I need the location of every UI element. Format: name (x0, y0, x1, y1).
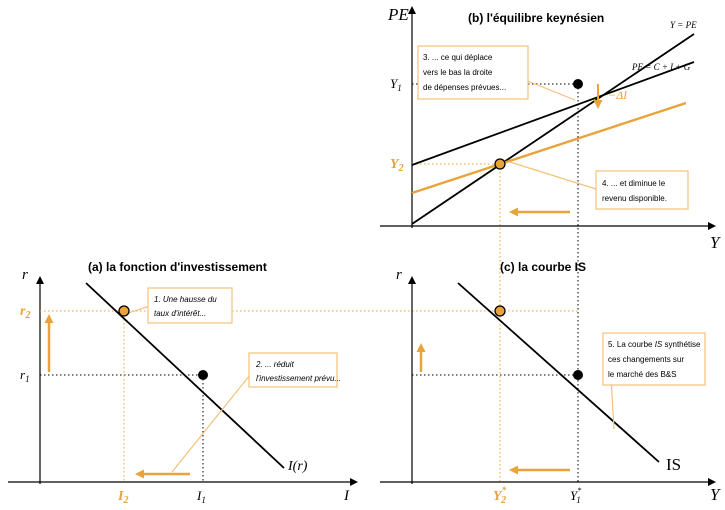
panel-c-curve-label: IS (666, 455, 681, 474)
panel-b-title: (b) l'équilibre keynésien (468, 11, 604, 25)
panel-a-title: (a) la fonction d'investissement (88, 260, 267, 274)
note3-line3: de dépenses prévues... (423, 83, 506, 92)
note5-line3: le marché des B&S (608, 370, 676, 379)
panel-b-keynesian-cross: (b) l'équilibre keynésien PE Y Y = PE PE… (380, 5, 721, 252)
point-c-new (494, 305, 506, 317)
point-c-initial (573, 370, 583, 380)
point-a-new (118, 305, 130, 317)
panel-b-planned-expenditure-line (411, 61, 695, 166)
panel-b-x-axis-label: Y (710, 233, 721, 252)
panel-a-tick-i1: I1 (196, 488, 206, 505)
note3-box (417, 45, 529, 100)
panel-b-delta-label: −ΔI (608, 88, 628, 102)
panel-c-is-line (457, 282, 660, 463)
note2-box (248, 352, 338, 388)
note3-line1: 3. ... ce qui déplace (423, 53, 493, 62)
note1-line2: taux d'intérêt... (154, 309, 206, 318)
note2-leader (171, 374, 251, 473)
note4-line1: 4. ... et diminue le (602, 179, 666, 188)
panel-c-tick-y1: Y* 1 (570, 486, 581, 505)
note5-line1: 5. La courbe IS synthétise (608, 340, 701, 349)
equilibrium-points (118, 79, 583, 380)
panel-b-planned-expenditure-shifted (411, 101, 687, 195)
note2-line1: 2. ... réduit (255, 360, 295, 369)
note4-line2: revenu disponible. (602, 194, 667, 203)
panel-a-x-axis-label: I (343, 488, 350, 504)
panel-a-curve-label: I(r) (287, 459, 308, 474)
note4-box (595, 170, 689, 210)
panel-a-y-axis-label: r (22, 267, 28, 283)
panel-c-y-axis-label: r (396, 267, 402, 283)
note5-box (602, 332, 706, 386)
panel-b-label-pe: PE = C + I + G (631, 62, 691, 72)
note5-line2: ces changements sur (608, 355, 684, 364)
panel-c-is-curve: (c) la courbe IS r Y IS Y* 2 Y* 1 5. La co… (380, 84, 721, 506)
panel-a-tick-r2: r2 (20, 304, 30, 321)
panel-b-tick-y1: Y1 (390, 76, 402, 93)
panel-c-x-axis-label: Y (710, 485, 721, 504)
note1-line1: 1. Une hausse du (154, 295, 217, 304)
panel-b-label-45: Y = PE (670, 20, 697, 30)
panel-a-tick-r1: r1 (20, 367, 30, 384)
panel-b-y-axis-label: PE (387, 5, 409, 24)
panel-c-title: (c) la courbe IS (500, 260, 586, 274)
panel-a-investment-function: (a) la fonction d'investissement r I I(r… (8, 260, 578, 506)
panel-b-45-degree-line (411, 33, 695, 225)
note4-leader (509, 161, 597, 190)
note3-line2: vers le bas la droite (423, 68, 493, 77)
note2-line2: l'investissement prévu... (256, 374, 341, 383)
panel-c-tick-y2: Y* 2 (493, 485, 507, 506)
panel-b-tick-y2: Y2 (390, 157, 404, 174)
point-a-initial (198, 370, 208, 380)
point-b-new (494, 158, 506, 170)
point-b-initial (573, 79, 583, 89)
note1-box (147, 287, 233, 324)
panel-a-investment-curve (85, 282, 285, 469)
panel-a-tick-i2: I2 (117, 489, 128, 506)
